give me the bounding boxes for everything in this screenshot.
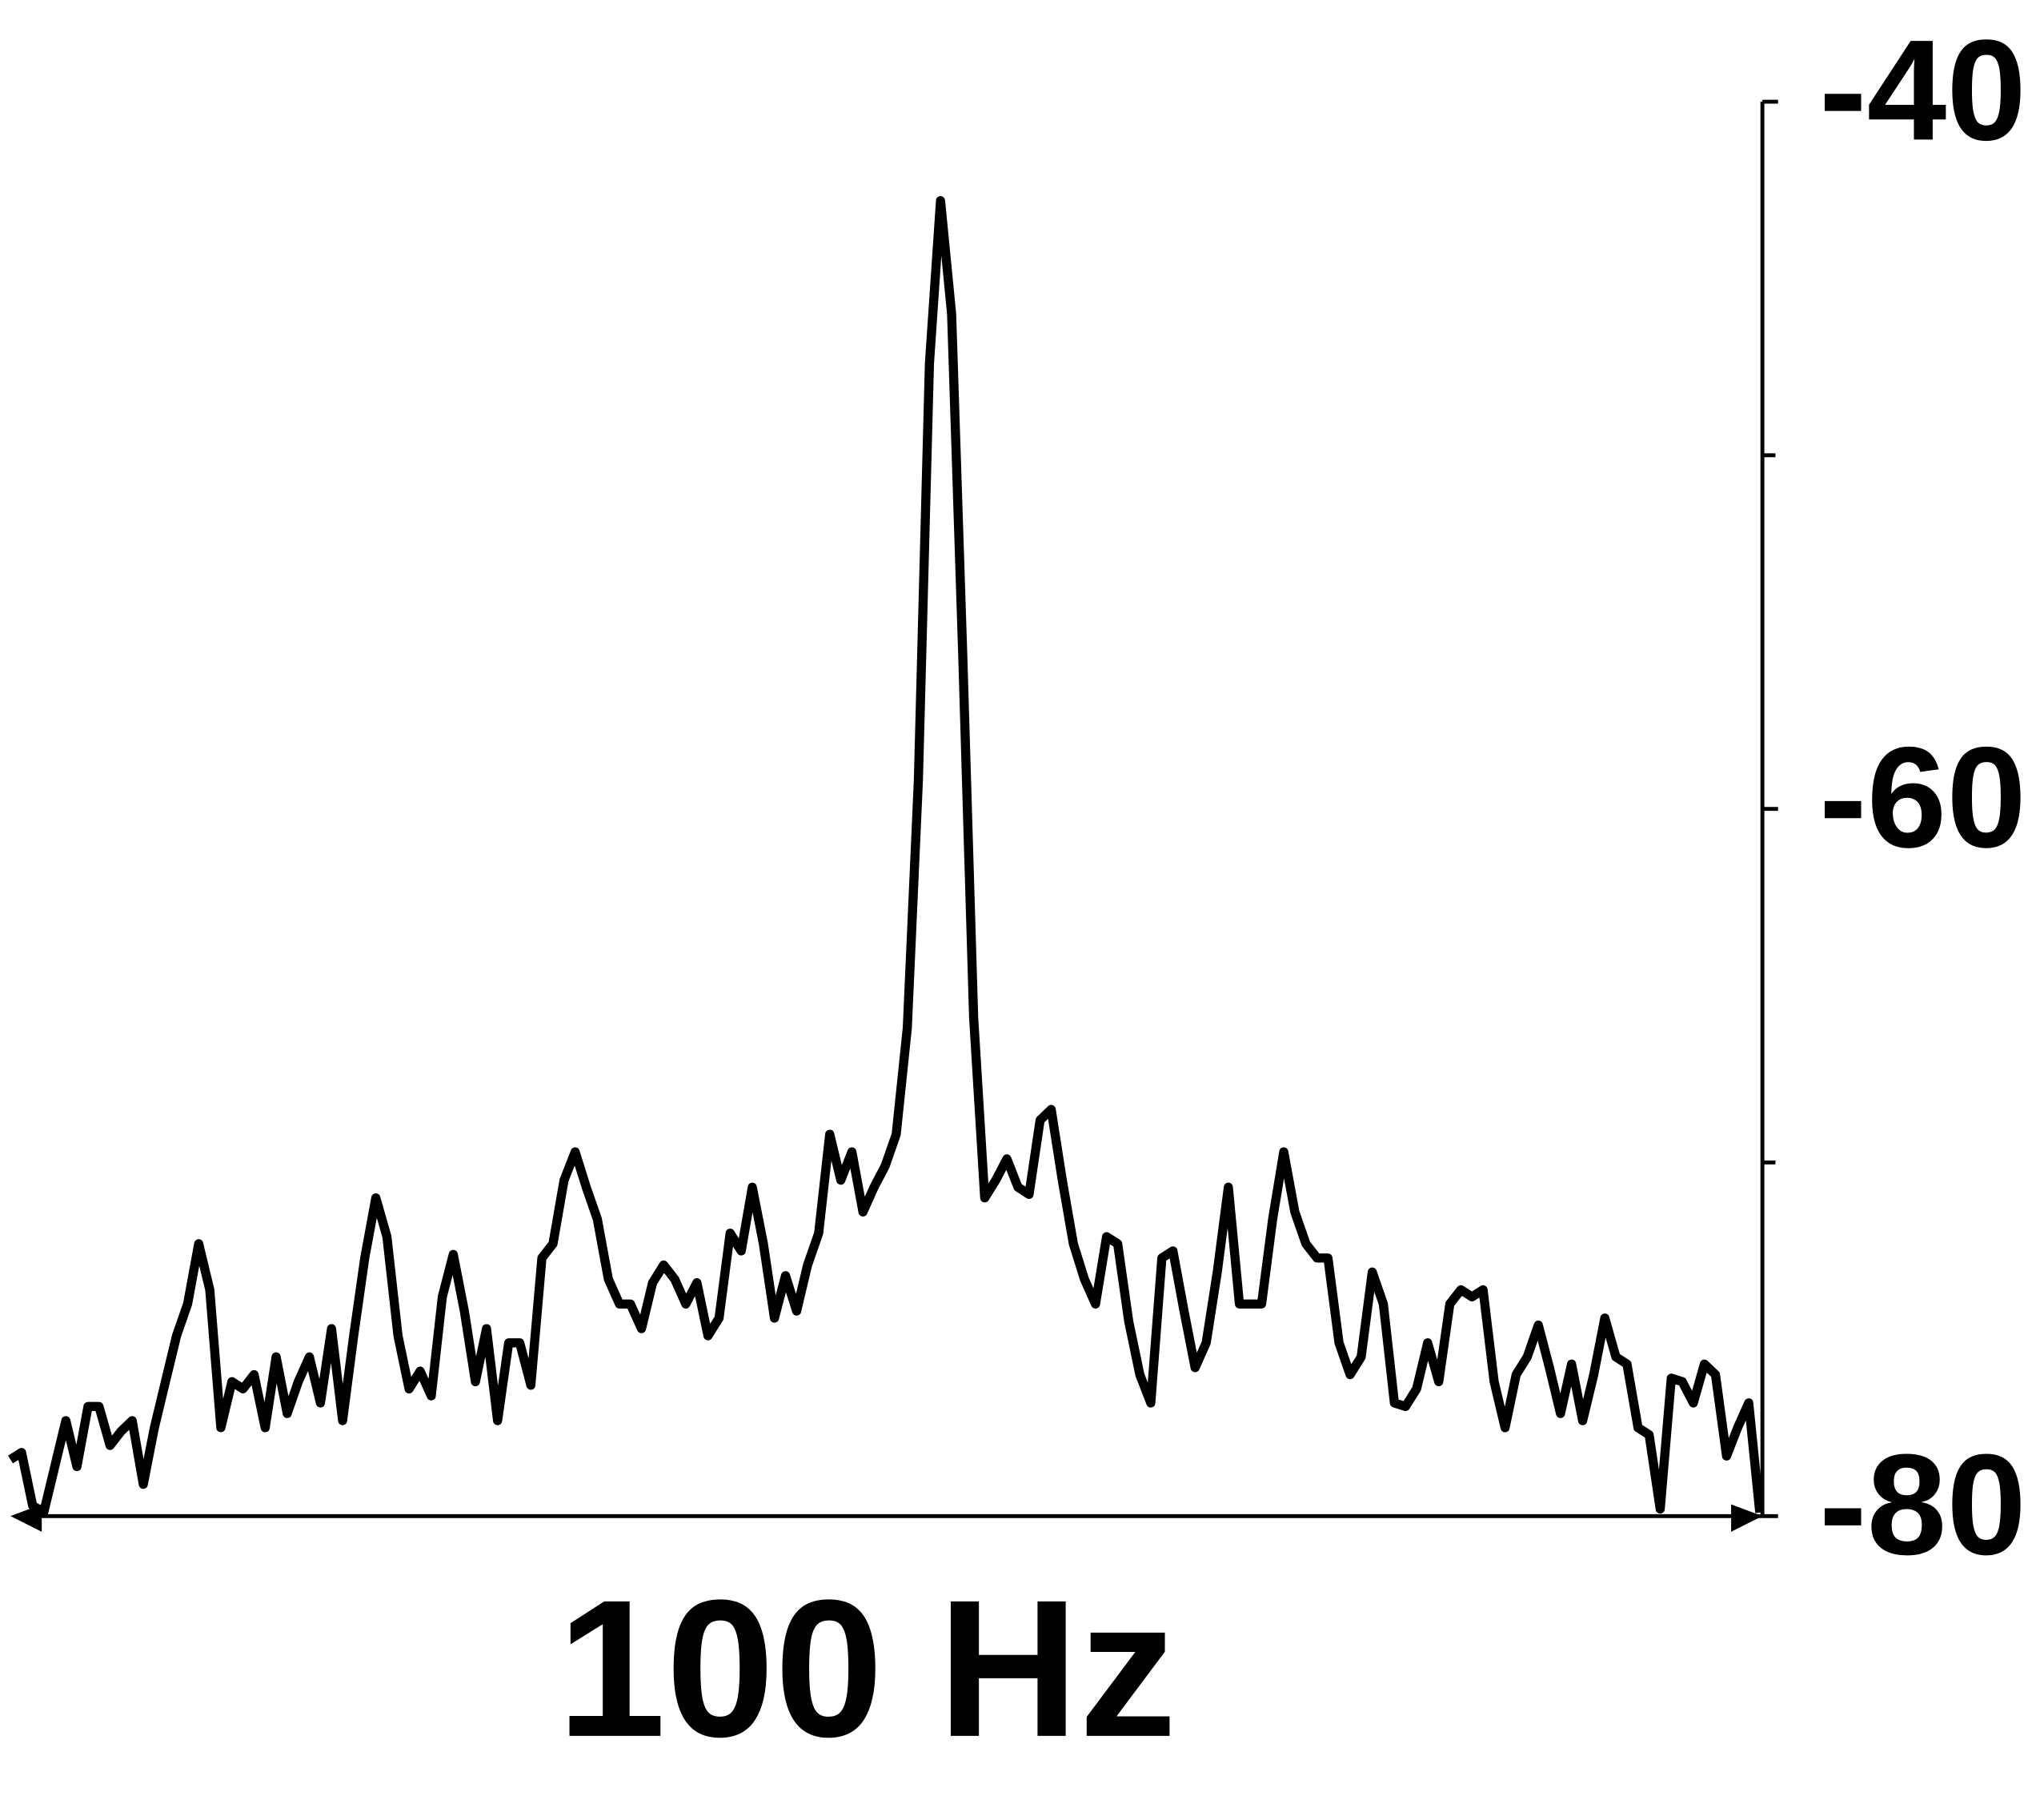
y-tick-label: -60 bbox=[1819, 717, 2026, 877]
y-tick-label: -80 bbox=[1819, 1425, 2026, 1585]
y-tick-label: -40 bbox=[1819, 10, 2026, 170]
x-axis-arrow-right bbox=[1731, 1504, 1763, 1532]
spectrum-line bbox=[8, 195, 1765, 1517]
x-axis-label: 100 Hz bbox=[557, 1559, 1176, 1778]
